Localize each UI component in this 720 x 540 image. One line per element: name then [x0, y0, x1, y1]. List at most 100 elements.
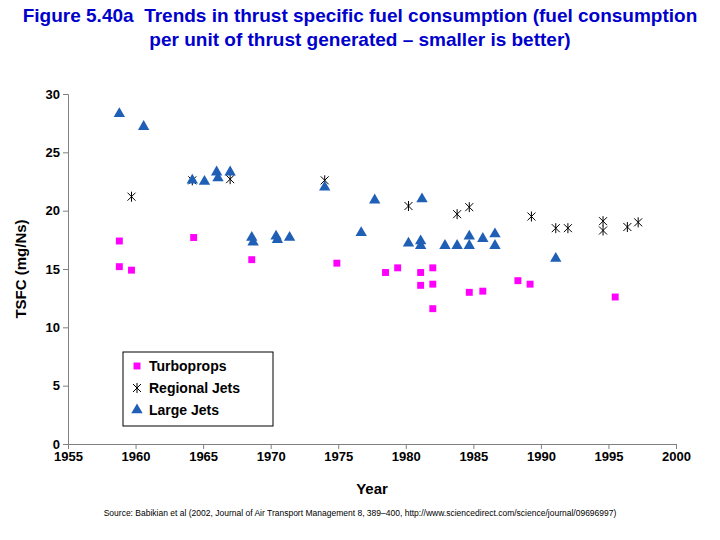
axis-line [69, 445, 677, 450]
point [465, 202, 473, 212]
point [199, 175, 210, 185]
tick: 1985 [459, 444, 488, 464]
legend-label: Large Jets [149, 402, 219, 418]
point [382, 269, 389, 276]
tick-label: 10 [46, 320, 60, 335]
tick: 15 [46, 262, 68, 277]
point [212, 171, 223, 181]
tick-mark [63, 327, 68, 328]
point [453, 209, 461, 219]
point [527, 281, 534, 288]
tick-label: 1960 [122, 449, 151, 464]
point [417, 282, 424, 289]
tick-label: 2000 [662, 449, 691, 464]
tick-mark [63, 269, 68, 270]
point [284, 231, 295, 241]
tick-label: 1965 [189, 449, 218, 464]
point [190, 234, 197, 241]
point [489, 227, 500, 237]
axis-line [63, 95, 69, 445]
tick-label: 5 [53, 378, 60, 393]
tick: 1995 [594, 444, 623, 464]
point [599, 226, 607, 236]
point [226, 174, 234, 184]
point [416, 192, 427, 202]
point [451, 239, 462, 249]
point [356, 226, 367, 236]
tick-label: 1990 [527, 449, 556, 464]
legend: Turboprops Regional Jets Large Jets [123, 352, 273, 426]
tick-label: 30 [46, 87, 60, 102]
tick-label: 25 [46, 145, 60, 160]
series [114, 107, 562, 262]
point [417, 269, 424, 276]
tick: 1990 [527, 444, 556, 464]
point [116, 263, 123, 270]
legend-symbol [133, 383, 141, 393]
point [464, 230, 475, 240]
tick: 2000 [662, 444, 691, 464]
legend-label: Turboprops [149, 358, 227, 374]
point [550, 252, 561, 262]
point [612, 294, 619, 301]
point [477, 232, 488, 242]
x-axis-title: Year [356, 480, 388, 497]
point [319, 181, 330, 191]
point [623, 222, 631, 232]
tick: 0 [53, 437, 68, 452]
point [439, 239, 450, 249]
point [464, 239, 475, 249]
point [403, 237, 414, 247]
tick: 30 [46, 87, 68, 102]
tick: 10 [46, 320, 68, 335]
point [128, 267, 135, 274]
point [272, 233, 283, 243]
tick-label: 0 [53, 437, 60, 452]
point [187, 174, 198, 184]
point [138, 120, 149, 130]
legend-symbol [131, 403, 142, 413]
tick-mark [63, 444, 68, 445]
source-note: Source: Babikian et al (2002, Journal of… [104, 508, 617, 518]
point [564, 223, 572, 233]
plot-area [114, 107, 643, 312]
tick-label: 15 [46, 262, 60, 277]
tick: 1960 [122, 444, 151, 464]
tick-label: 1970 [257, 449, 286, 464]
point [599, 216, 607, 226]
point [466, 289, 473, 296]
tick: 25 [46, 145, 68, 160]
tick-label: 1985 [459, 449, 488, 464]
tick: 1965 [189, 444, 218, 464]
tick-mark [63, 211, 68, 212]
title: Figure 5.40a Trends in thrust specific f… [23, 5, 698, 50]
y-axis-title: TSFC (mg/Ns) [12, 219, 29, 318]
y-axis: 0 5 10 15 20 25 30 [46, 87, 69, 452]
x-axis: 1955196019651970197519801985199019952000 [54, 444, 691, 464]
point [527, 212, 535, 222]
point [514, 277, 521, 284]
point [552, 223, 560, 233]
tick: 1970 [257, 444, 286, 464]
tick: 1975 [324, 444, 353, 464]
tick-mark [63, 152, 68, 153]
point [224, 166, 235, 176]
tick: 20 [46, 203, 68, 218]
point [479, 288, 486, 295]
tick: 5 [53, 378, 68, 393]
tick: 1980 [392, 444, 421, 464]
point [248, 256, 255, 263]
tick-mark [63, 94, 68, 95]
point [429, 305, 436, 312]
point [116, 238, 123, 245]
legend-symbol [134, 363, 141, 370]
point [247, 236, 258, 246]
point [429, 281, 436, 288]
point [404, 201, 412, 211]
point [634, 217, 642, 227]
legend-label: Regional Jets [149, 380, 240, 396]
point [128, 192, 136, 202]
point [369, 194, 380, 204]
chart: Figure 5.40a Trends in thrust specific f… [0, 0, 720, 540]
series [116, 234, 619, 312]
